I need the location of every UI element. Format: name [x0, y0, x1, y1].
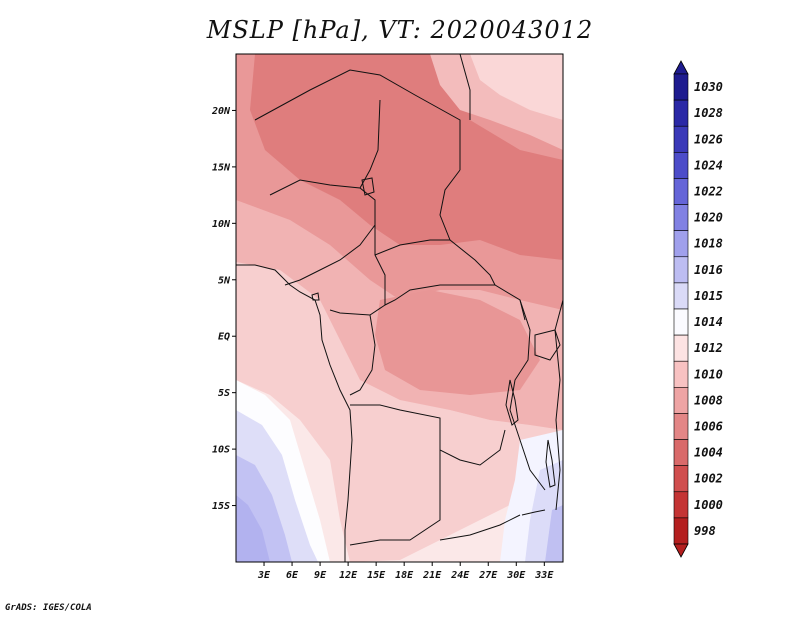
colorbar-label: 1030: [694, 80, 723, 94]
lon-tick-label: 12E: [339, 570, 358, 581]
lon-tick-label: 33E: [534, 570, 554, 581]
colorbar-label: 1020: [694, 211, 723, 225]
colorbar-swatch: [673, 413, 689, 440]
colorbar-label: 1026: [694, 132, 723, 146]
lon-tick-label: 3E: [257, 570, 271, 581]
bioko-island: [311, 292, 320, 301]
colorbar-swatch: [673, 308, 689, 336]
border-zambia-south: [439, 514, 521, 541]
border-angola-zambia: [349, 450, 441, 546]
colorbar-label: 1010: [694, 367, 723, 381]
lon-tick-label: 21E: [422, 570, 442, 581]
field-1018-zone: [236, 495, 270, 562]
longitude-axis: 3E 6E 9E 12E 15E 18E 21E 24E 27E 30E 33E: [257, 562, 554, 581]
lake-kariba: [521, 509, 546, 516]
lat-tick-label: 20N: [211, 106, 231, 117]
geography-lines: [236, 54, 563, 562]
lake-tanganyika: [505, 379, 519, 426]
colorbar-swatch: [673, 152, 689, 179]
colorbar-swatch: [673, 360, 689, 388]
colorbar-swatch: [673, 517, 689, 545]
colorbar-legend: 1030 1028 1026 1024 1022 1020 1018 1016 1015 1014…: [673, 60, 723, 558]
lat-tick-label: 15N: [212, 162, 231, 173]
border-chad-east: [439, 169, 461, 241]
lat-tick-label: 5S: [218, 388, 230, 399]
lake-malawi: [545, 439, 556, 488]
border-car: [374, 239, 496, 286]
lon-tick-label: 18E: [395, 570, 414, 581]
map-title: MSLP [hPa], VT: 2020043012: [206, 16, 594, 44]
field-congo-1008: [375, 290, 540, 395]
colorbar-swatch: [673, 334, 689, 362]
colorbar-swatch: [673, 491, 689, 519]
lat-tick-label: 10N: [212, 219, 231, 230]
colorbar-swatch: [673, 439, 689, 466]
colorbar-label: 1012: [694, 341, 723, 355]
lon-tick-label: 30E: [506, 570, 526, 581]
colorbar-label: 998: [694, 524, 716, 538]
border-niger: [254, 69, 461, 170]
colorbar-bottom-cap: [673, 543, 689, 558]
colorbar-swatch: [673, 387, 689, 414]
colorbar-swatch: [673, 282, 689, 310]
colorbar-swatch: [673, 204, 689, 231]
colorbar-label: 1016: [694, 263, 723, 277]
border-east: [509, 299, 546, 491]
grads-credit: GrADS: IGES/COLA: [5, 603, 92, 613]
map-frame: [235, 53, 564, 563]
border-sudan: [459, 54, 471, 120]
pressure-field: [236, 54, 563, 562]
colorbar-label: 1018: [694, 237, 723, 251]
lon-tick-label: 6E: [286, 570, 299, 581]
colorbar-label: 1004: [694, 446, 723, 460]
coastline-west-africa: [236, 264, 353, 562]
east-coast: [554, 299, 563, 511]
colorbar-label: 1006: [694, 420, 723, 434]
field-ne-1012: [470, 54, 563, 120]
colorbar-swatch: [673, 99, 689, 127]
lon-tick-label: 9E: [314, 570, 327, 581]
border-drc-west: [349, 314, 376, 396]
lon-tick-label: 24E: [450, 570, 470, 581]
lon-tick-label: 15E: [367, 570, 386, 581]
colorbar-label: 1002: [694, 472, 723, 486]
colorbar-swatch: [673, 125, 689, 153]
lat-tick-label: EQ: [218, 332, 230, 343]
lat-tick-label: 15S: [212, 501, 230, 512]
colorbar-swatch: [673, 230, 689, 258]
field-se-1016: [545, 505, 563, 562]
colorbar-label: 1014: [694, 315, 723, 329]
colorbar-label: 1015: [694, 289, 723, 303]
lake-victoria: [534, 329, 561, 361]
colorbar-label: 1008: [694, 393, 723, 407]
colorbar-top-cap: [673, 60, 689, 75]
latitude-axis: 20N 15N 10N 5N EQ 5S 10S 15S: [211, 106, 236, 512]
colorbar-label: 1024: [694, 158, 723, 172]
colorbar-label: 1028: [694, 106, 723, 120]
field-1006-zone: [250, 54, 563, 260]
lake-chad: [361, 177, 375, 196]
lat-tick-label: 5N: [218, 275, 231, 286]
lon-tick-label: 27E: [478, 570, 498, 581]
colorbar-label: 1000: [694, 498, 723, 512]
border-congo: [384, 284, 526, 321]
lat-tick-label: 10S: [212, 445, 230, 456]
colorbar-swatch: [673, 73, 689, 101]
colorbar-label: 1022: [694, 185, 723, 199]
colorbar-swatch: [673, 465, 689, 493]
colorbar-swatch: [673, 178, 689, 205]
colorbar-swatch: [673, 256, 689, 284]
